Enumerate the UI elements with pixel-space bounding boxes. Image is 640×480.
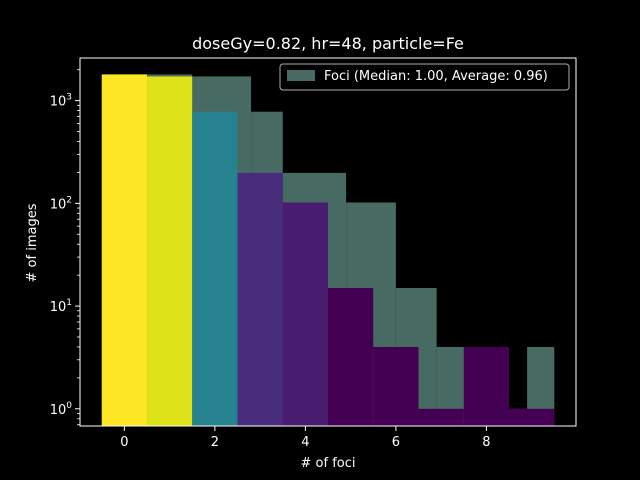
bar-foci-1	[146, 76, 193, 426]
bar-foci-8	[463, 346, 510, 426]
bar-foci-4	[282, 202, 328, 426]
x-tick-label: 4	[301, 435, 309, 450]
chart-title: doseGy=0.82, hr=48, particle=Fe	[192, 34, 464, 53]
x-tick-label: 8	[482, 435, 490, 450]
bar-foci-6	[373, 346, 419, 426]
legend-box	[279, 63, 570, 91]
x-axis-label: # of foci	[301, 456, 356, 471]
y-tick-label: 100	[50, 401, 73, 418]
x-axis-ticks: 0 2 4 6 8	[120, 426, 491, 450]
y-axis-ticks: 100 101 102 103	[50, 69, 80, 426]
legend-swatch	[287, 70, 315, 81]
legend: Foci (Median: 1.00, Average: 0.96)	[279, 63, 570, 91]
y-tick-label: 102	[50, 195, 72, 212]
plot-area-frame	[79, 57, 577, 427]
bar-foci-0	[101, 74, 147, 427]
y-tick-label: 101	[50, 298, 72, 315]
bar-foci-7	[418, 408, 464, 426]
bar-foci-5	[328, 287, 374, 426]
colored-bar-series	[101, 74, 555, 427]
legend-label: Foci (Median: 1.00, Average: 0.96)	[324, 69, 548, 84]
bar-foci-2	[192, 111, 238, 426]
x-tick-label: 2	[211, 435, 219, 450]
y-axis-label: # of images	[25, 203, 40, 282]
y-tick-label: 103	[50, 93, 72, 110]
bar-foci-3	[237, 172, 283, 426]
x-tick-label: 6	[392, 435, 400, 450]
x-tick-label: 0	[120, 435, 128, 450]
bar-foci-9	[509, 408, 555, 426]
